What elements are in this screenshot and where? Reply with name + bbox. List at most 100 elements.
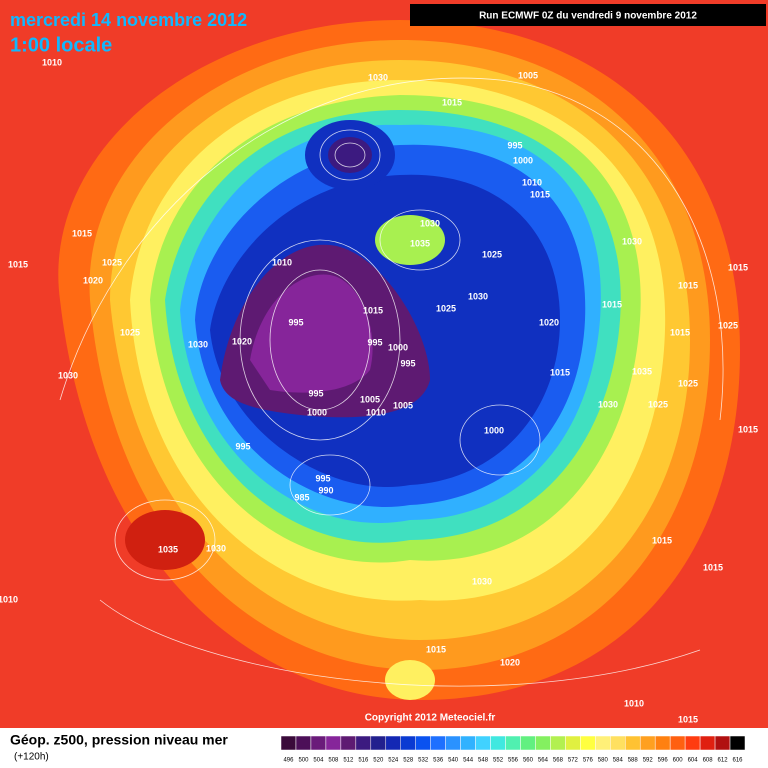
isobar-label: 995: [308, 388, 323, 398]
run-box: [410, 4, 766, 26]
legend-swatch: [669, 735, 686, 751]
copyright: Copyright 2012 Meteociel.fr: [365, 713, 496, 724]
isobar-label: 1025: [482, 249, 502, 259]
isobar-label: 1015: [738, 424, 758, 434]
legend-swatch: [729, 735, 746, 751]
legend-swatch: [580, 735, 596, 751]
isobar-label: 1010: [624, 698, 644, 708]
legend-swatch: [385, 735, 401, 751]
legend-swatch: [460, 735, 476, 751]
legend-swatch: [699, 735, 716, 751]
isobar-label: 1015: [670, 327, 690, 337]
isobar-label: 1025: [718, 320, 738, 330]
isobar-label: 1020: [83, 275, 103, 285]
isobar-label: 1030: [420, 218, 440, 228]
isobar-label: 1030: [622, 236, 642, 246]
isobar-label: 1000: [513, 155, 533, 165]
isobar-label: 1000: [484, 425, 504, 435]
isobar-label: 1030: [206, 543, 226, 553]
legend-label: 504: [313, 758, 324, 764]
isobar-label: 1030: [188, 339, 208, 349]
legend-swatch: [325, 735, 342, 751]
isobar-label: 1005: [518, 70, 538, 80]
legend-swatch: [684, 735, 701, 751]
legend-label: 496: [283, 758, 294, 764]
legend-label: 568: [553, 758, 564, 764]
legend-swatch: [639, 735, 656, 751]
isobar-label: 1015: [678, 280, 698, 290]
isobar-label: 1015: [602, 299, 622, 309]
legend-label: 588: [628, 758, 639, 764]
legend-swatch: [625, 735, 641, 751]
footer-subtitle: (+120h): [14, 752, 49, 763]
legend-swatch: [490, 735, 506, 751]
isobar-label: 1015: [426, 644, 446, 654]
isobar-label: 1030: [58, 370, 78, 380]
legend-swatch: [520, 735, 536, 751]
legend-swatch: [280, 735, 297, 751]
isobar-label: 990: [318, 485, 333, 495]
legend-swatch: [654, 735, 671, 751]
legend-swatch: [310, 735, 327, 751]
time-subtitle: 1:00 locale: [10, 34, 112, 56]
isobar-label: 1005: [393, 400, 413, 410]
legend-label: 600: [673, 758, 684, 764]
isobar-label: 1025: [678, 378, 698, 388]
isobar-label: 1000: [388, 342, 408, 352]
legend-swatch: [550, 735, 566, 751]
isobar-lines: [59, 77, 724, 687]
legend-label: 612: [718, 758, 729, 764]
legend-swatch: [505, 735, 521, 751]
legend-label: 552: [493, 758, 504, 764]
isobar-label: 1025: [120, 327, 140, 337]
legend-label: 572: [568, 758, 579, 764]
legend-swatch: [475, 735, 491, 751]
isobar-label: 1010: [366, 407, 386, 417]
isobar-label: 1035: [158, 544, 178, 554]
isobar-label: 1010: [272, 257, 292, 267]
isobar-label: 1015: [530, 189, 550, 199]
legend-swatch: [430, 735, 446, 751]
legend-label: 596: [658, 758, 669, 764]
isobar-label: 1030: [472, 576, 492, 586]
legend-label: 556: [508, 758, 519, 764]
run-info: Run ECMWF 0Z du vendredi 9 novembre 2012: [479, 11, 697, 22]
legend: 496 500 504 508 512 516 520 524 528 532 536 540 544 5…: [280, 735, 746, 764]
legend-label: 536: [433, 758, 444, 764]
isobar-label: 1030: [598, 399, 618, 409]
legend-swatch: [295, 735, 312, 751]
isobar-label: 1025: [102, 257, 122, 267]
isobar-label: 1025: [436, 303, 456, 313]
legend-label: 608: [703, 758, 714, 764]
isobar-label: 1000: [307, 407, 327, 417]
legend-label: 592: [643, 758, 654, 764]
isobar-label: 1015: [8, 259, 28, 269]
legend-label: 516: [358, 758, 369, 764]
legend-label: 508: [328, 758, 339, 764]
legend-swatch: [535, 735, 551, 751]
isobar-label: 1020: [232, 336, 252, 346]
legend-label: 604: [688, 758, 699, 764]
legend-swatch: [355, 735, 372, 751]
isobar-label: 1015: [550, 367, 570, 377]
legend-label: 616: [733, 758, 744, 764]
isobar-label: 995: [315, 473, 330, 483]
isobar-label: 1010: [0, 594, 18, 604]
legend-swatch: [610, 735, 626, 751]
isobar-label: 1030: [468, 291, 488, 301]
isobar-label: 1010: [522, 177, 542, 187]
date-title: mercredi 14 novembre 2012: [10, 10, 247, 30]
legend-swatch: [714, 735, 731, 751]
legend-label: 512: [343, 758, 354, 764]
isobar-label: 1025: [648, 399, 668, 409]
legend-label: 520: [373, 758, 384, 764]
isobar-label: 1030: [368, 72, 388, 82]
isobar-label: 1035: [632, 366, 652, 376]
legend-swatch: [565, 735, 581, 751]
isobar-label: 985: [294, 492, 309, 502]
legend-label: 544: [463, 758, 474, 764]
isobar-label: 1015: [442, 97, 462, 107]
isobar-label: 995: [367, 337, 382, 347]
isobar-label: 995: [507, 140, 522, 150]
